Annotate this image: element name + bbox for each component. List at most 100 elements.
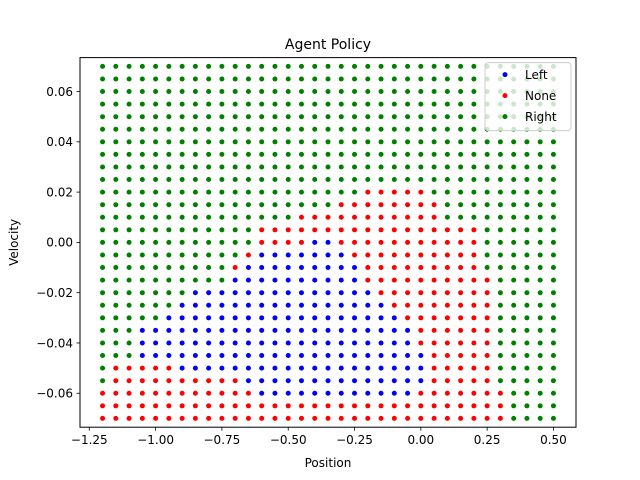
point-right — [126, 265, 132, 271]
point-right — [139, 164, 145, 170]
point-left — [352, 365, 358, 371]
point-left — [338, 378, 344, 384]
point-right — [537, 353, 543, 359]
point-left — [219, 290, 225, 296]
point-none — [458, 390, 464, 396]
point-left — [338, 252, 344, 258]
point-right — [298, 202, 304, 208]
point-none — [497, 403, 503, 409]
point-left — [259, 340, 265, 346]
point-right — [391, 177, 397, 183]
point-right — [206, 76, 212, 82]
point-right — [444, 214, 450, 220]
point-left — [405, 353, 411, 359]
point-none — [444, 252, 450, 258]
point-right — [126, 139, 132, 145]
point-right — [100, 177, 106, 183]
point-right — [444, 63, 450, 69]
point-right — [497, 202, 503, 208]
point-none — [484, 290, 490, 296]
point-right — [166, 252, 172, 258]
point-right — [511, 227, 517, 233]
point-none — [365, 202, 371, 208]
point-right — [139, 139, 145, 145]
point-right — [113, 252, 119, 258]
point-right — [100, 189, 106, 195]
point-left — [378, 378, 384, 384]
x-tick-label: 0.00 — [407, 433, 434, 447]
point-left — [338, 327, 344, 333]
point-left — [206, 365, 212, 371]
point-none — [378, 239, 384, 245]
point-left — [272, 327, 278, 333]
point-right — [179, 114, 185, 120]
point-right — [179, 227, 185, 233]
point-right — [179, 101, 185, 107]
point-right — [245, 89, 251, 95]
point-right — [338, 164, 344, 170]
point-right — [497, 378, 503, 384]
point-right — [126, 126, 132, 132]
point-none — [471, 365, 477, 371]
point-right — [166, 290, 172, 296]
point-none — [431, 202, 437, 208]
point-right — [312, 151, 318, 157]
point-right — [484, 252, 490, 258]
point-left — [166, 327, 172, 333]
point-right — [113, 164, 119, 170]
point-left — [365, 340, 371, 346]
x-tick-label: 0.25 — [474, 433, 501, 447]
point-right — [458, 126, 464, 132]
point-right — [537, 390, 543, 396]
point-none — [338, 403, 344, 409]
point-right — [232, 139, 238, 145]
point-right — [484, 265, 490, 271]
point-none — [365, 227, 371, 233]
point-right — [272, 151, 278, 157]
point-left — [312, 252, 318, 258]
y-axis-title: Velocity — [7, 219, 21, 266]
point-left — [272, 277, 278, 283]
point-left — [298, 353, 304, 359]
point-right — [405, 101, 411, 107]
point-left — [378, 390, 384, 396]
point-right — [100, 365, 106, 371]
point-right — [113, 315, 119, 321]
point-right — [550, 315, 556, 321]
point-right — [431, 101, 437, 107]
point-right — [245, 177, 251, 183]
point-right — [100, 89, 106, 95]
point-left — [391, 327, 397, 333]
point-none — [245, 390, 251, 396]
point-none — [444, 315, 450, 321]
point-none — [484, 277, 490, 283]
point-right — [166, 151, 172, 157]
point-right — [166, 265, 172, 271]
point-right — [391, 114, 397, 120]
point-right — [537, 214, 543, 220]
point-right — [153, 227, 159, 233]
point-left — [192, 315, 198, 321]
point-left — [352, 290, 358, 296]
point-right — [431, 177, 437, 183]
point-right — [550, 302, 556, 308]
point-left — [232, 327, 238, 333]
point-left — [285, 340, 291, 346]
point-none — [471, 403, 477, 409]
point-right — [418, 101, 424, 107]
point-left — [298, 390, 304, 396]
point-none — [444, 227, 450, 233]
point-none — [431, 390, 437, 396]
point-left — [219, 302, 225, 308]
point-right — [471, 76, 477, 82]
point-left — [365, 302, 371, 308]
point-none — [405, 302, 411, 308]
point-right — [126, 302, 132, 308]
point-left — [285, 365, 291, 371]
point-none — [444, 415, 450, 421]
point-right — [245, 227, 251, 233]
point-none — [431, 327, 437, 333]
point-none — [192, 390, 198, 396]
point-right — [153, 126, 159, 132]
point-right — [497, 177, 503, 183]
